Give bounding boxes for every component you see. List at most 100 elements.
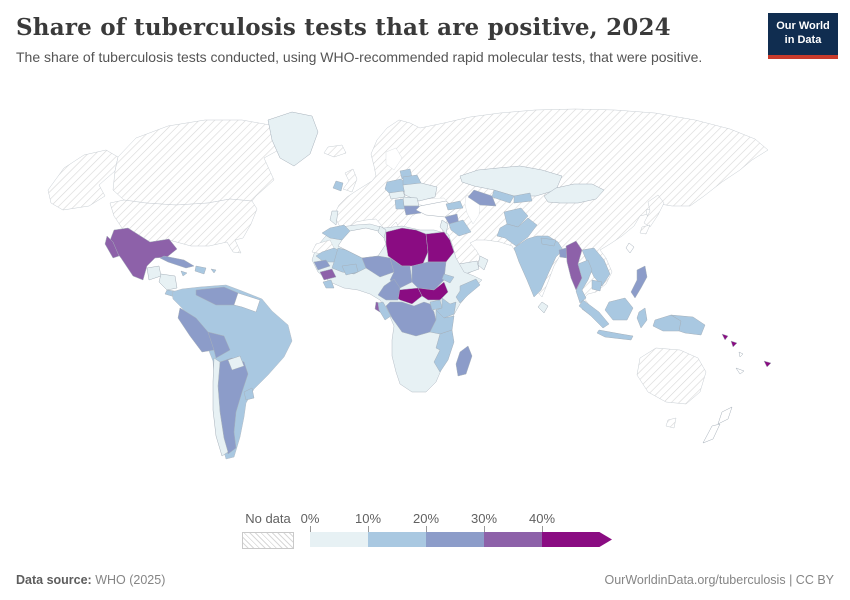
- legend-bin-20-30[interactable]: [426, 532, 485, 547]
- legend-no-data-swatch[interactable]: [242, 532, 294, 549]
- country-new-zealand-north[interactable]: [717, 406, 733, 425]
- legend-tick-label: 30%: [470, 511, 498, 526]
- country-uzbekistan[interactable]: [491, 189, 515, 204]
- country-bangladesh[interactable]: [558, 247, 568, 259]
- country-cambodia[interactable]: [591, 279, 603, 292]
- owid-link[interactable]: OurWorldinData.org/tuberculosis: [604, 573, 786, 587]
- country-united-states-alaska[interactable]: [47, 149, 119, 211]
- country-guatemala[interactable]: [146, 265, 162, 281]
- country-indonesia-sumatra[interactable]: [578, 299, 610, 329]
- legend-bin-30-40[interactable]: [484, 532, 543, 547]
- country-indonesia-borneo[interactable]: [604, 297, 634, 321]
- country-nepal[interactable]: [540, 237, 557, 247]
- country-chile[interactable]: [212, 357, 229, 457]
- owid-logo[interactable]: Our World in Data: [768, 13, 838, 59]
- country-romania[interactable]: [402, 196, 420, 207]
- country-iraq[interactable]: [448, 219, 472, 237]
- country-papua-new-guinea[interactable]: [670, 314, 706, 336]
- country-hispaniola[interactable]: [194, 265, 207, 275]
- country-tunisia[interactable]: [377, 225, 387, 239]
- country-jamaica[interactable]: [180, 270, 188, 277]
- country-mongolia[interactable]: [543, 183, 605, 204]
- country-mexico-baja[interactable]: [104, 235, 120, 259]
- country-indonesia-java[interactable]: [596, 329, 634, 341]
- country-caucasus[interactable]: [445, 200, 464, 211]
- country-peru[interactable]: [177, 307, 215, 353]
- country-mexico[interactable]: [108, 227, 178, 281]
- country-mozambique[interactable]: [433, 329, 455, 373]
- country-vanuatu[interactable]: [738, 351, 744, 358]
- country-madagascar[interactable]: [455, 345, 473, 377]
- map-legend: No data 0% 10% 20% 30% 40%: [242, 511, 622, 549]
- license-text: | CC BY: [785, 573, 834, 587]
- country-sudan[interactable]: [411, 261, 447, 291]
- legend-no-data[interactable]: No data: [242, 511, 294, 549]
- country-fiji[interactable]: [763, 360, 772, 368]
- country-honduras-nicaragua[interactable]: [158, 273, 178, 291]
- country-new-zealand-south[interactable]: [702, 423, 721, 444]
- country-thailand[interactable]: [575, 259, 593, 304]
- country-somalia[interactable]: [455, 278, 481, 304]
- country-guinea[interactable]: [319, 268, 337, 281]
- country-kyrgyzstan-tajikistan[interactable]: [513, 192, 533, 204]
- country-bulgaria[interactable]: [403, 205, 422, 216]
- country-kenya[interactable]: [435, 297, 457, 319]
- country-japan-south[interactable]: [639, 224, 651, 235]
- legend-tick-label: 0%: [300, 511, 320, 526]
- chart-subtitle: The share of tuberculosis tests conducte…: [16, 48, 703, 65]
- country-philippines[interactable]: [630, 265, 648, 299]
- data-source: Data source: WHO (2025): [16, 573, 165, 587]
- country-australia-tasmania[interactable]: [665, 417, 677, 429]
- country-egypt[interactable]: [425, 231, 455, 263]
- country-libya[interactable]: [385, 227, 429, 267]
- country-new-caledonia[interactable]: [735, 367, 745, 375]
- country-senegal[interactable]: [313, 259, 331, 271]
- country-eritrea[interactable]: [441, 273, 455, 284]
- chart-title: Share of tuberculosis tests that are pos…: [16, 14, 671, 41]
- country-solomon-islands[interactable]: [721, 333, 729, 341]
- country-puerto-rico[interactable]: [210, 268, 217, 274]
- country-turkmenistan[interactable]: [467, 189, 497, 207]
- country-australia[interactable]: [636, 347, 707, 405]
- country-solomon-islands-2[interactable]: [730, 340, 738, 348]
- country-oman[interactable]: [477, 255, 489, 271]
- country-afghanistan[interactable]: [503, 207, 529, 228]
- country-india[interactable]: [513, 235, 564, 298]
- country-iceland[interactable]: [323, 144, 347, 158]
- country-chad[interactable]: [389, 257, 413, 289]
- country-cameroon[interactable]: [377, 278, 401, 301]
- data-source-label: Data source:: [16, 573, 92, 587]
- country-ukraine[interactable]: [402, 182, 438, 202]
- country-cuba[interactable]: [159, 255, 195, 269]
- country-uruguay[interactable]: [243, 387, 255, 401]
- country-sierra-leone[interactable]: [322, 279, 335, 289]
- country-united-kingdom[interactable]: [342, 168, 358, 193]
- country-guyana-suriname[interactable]: [233, 292, 261, 313]
- legend-tick-label: 40%: [528, 511, 556, 526]
- country-sri-lanka[interactable]: [537, 301, 549, 314]
- legend-bin-40+[interactable]: [542, 532, 612, 547]
- country-ireland[interactable]: [332, 180, 344, 192]
- legend-tick-label: 10%: [354, 511, 382, 526]
- country-paraguay[interactable]: [227, 355, 245, 371]
- country-portugal[interactable]: [329, 210, 339, 226]
- legend-tick-label: 20%: [412, 511, 440, 526]
- country-south-sudan[interactable]: [417, 281, 449, 301]
- country-indonesia-sulawesi[interactable]: [636, 307, 648, 329]
- country-burkina-faso[interactable]: [341, 263, 359, 276]
- legend-bin-0-10[interactable]: [310, 532, 369, 547]
- country-venezuela[interactable]: [195, 286, 239, 306]
- legend-tick-mark: [542, 526, 543, 532]
- country-algeria[interactable]: [337, 227, 387, 259]
- legend-color-scale[interactable]: 0% 10% 20% 30% 40%: [301, 511, 622, 549]
- legend-tick-mark: [368, 526, 369, 532]
- country-pakistan[interactable]: [496, 217, 538, 247]
- country-bolivia[interactable]: [207, 331, 231, 359]
- legend-bin-10-20[interactable]: [368, 532, 427, 547]
- country-japan[interactable]: [643, 194, 665, 228]
- country-taiwan[interactable]: [625, 242, 635, 254]
- country-greenland[interactable]: [267, 111, 319, 167]
- chart-footer: Data source: WHO (2025) OurWorldinData.o…: [16, 573, 834, 587]
